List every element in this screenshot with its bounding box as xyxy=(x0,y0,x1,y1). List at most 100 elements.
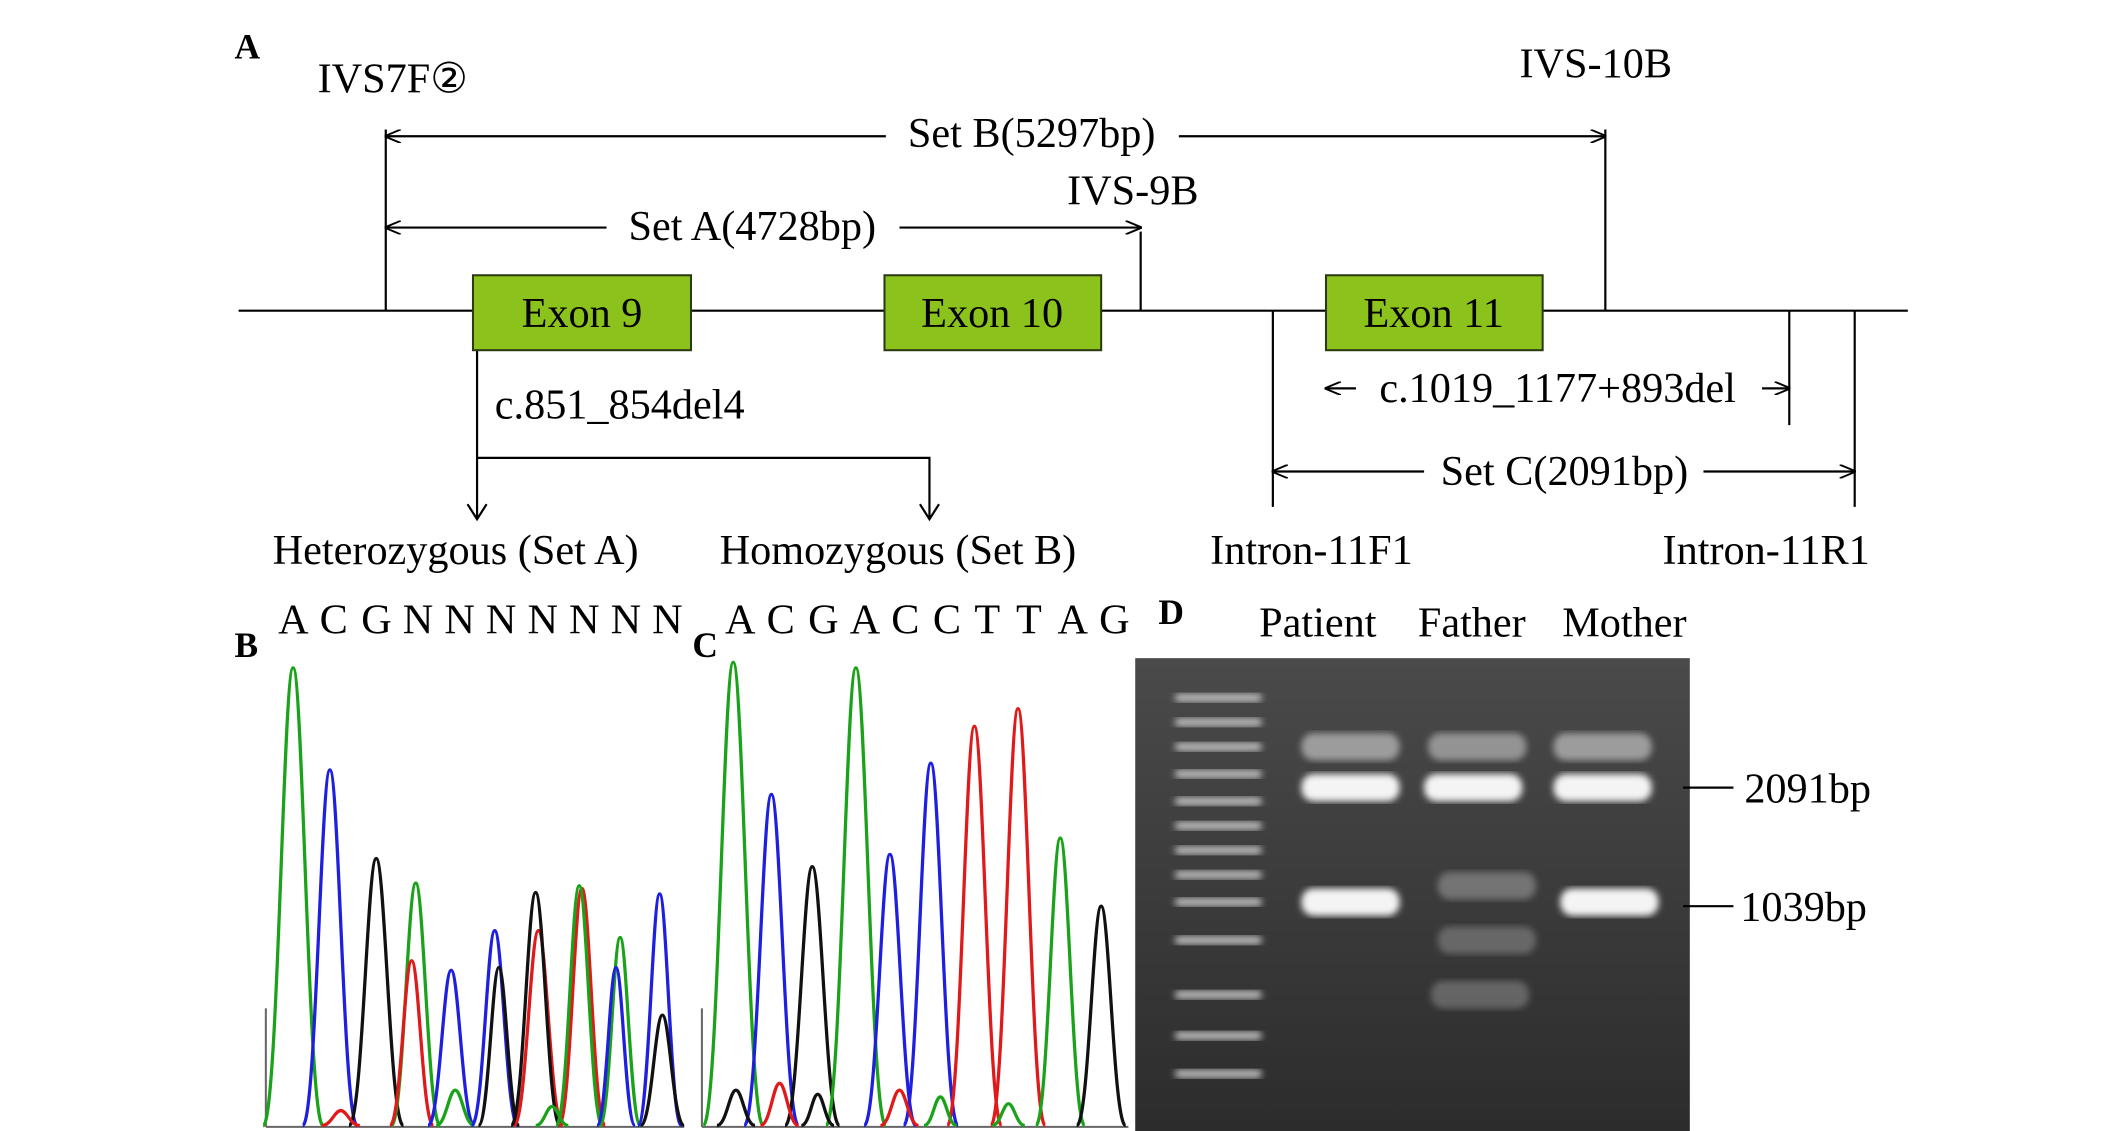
base-letter: A xyxy=(1058,597,1089,644)
gel-band xyxy=(1301,733,1400,761)
base-letter: N xyxy=(569,597,600,644)
trace-peak xyxy=(742,792,801,1128)
trace-peak xyxy=(426,968,476,1128)
gel-band xyxy=(1553,773,1652,802)
base-letter: N xyxy=(403,597,434,644)
trace-peak xyxy=(991,1102,1026,1128)
base-letter: N xyxy=(611,597,642,644)
trace-peak xyxy=(824,666,888,1128)
gel-band xyxy=(1437,926,1536,954)
trace-peak xyxy=(435,1088,475,1128)
band-label: 1039bp xyxy=(1740,884,1867,931)
trace-peak xyxy=(554,884,605,1128)
primer-label: Intron-11R1 xyxy=(1663,527,1870,574)
trace-peak xyxy=(261,666,325,1128)
base-letter: C xyxy=(933,597,961,644)
ladder-band xyxy=(1174,821,1262,830)
trace-peak xyxy=(321,1108,361,1128)
lane-label: Patient xyxy=(1259,599,1377,646)
exon-box xyxy=(471,274,693,352)
trace-peak xyxy=(638,1013,686,1128)
set-label: Set A(4728bp) xyxy=(629,203,877,250)
gel-band xyxy=(1553,733,1652,761)
ladder-band xyxy=(1174,693,1262,702)
chromatograms xyxy=(261,660,1129,1128)
gel-band xyxy=(1301,888,1400,916)
trace-peak xyxy=(388,959,436,1128)
gel-band xyxy=(1437,872,1536,900)
base-letter: A xyxy=(850,597,881,644)
trace-peak xyxy=(945,724,1004,1128)
trace-peak xyxy=(301,768,359,1128)
ladder-band xyxy=(1174,797,1262,806)
ladder-band xyxy=(1174,870,1262,879)
ladder-band xyxy=(1174,718,1262,727)
primer-label: IVS-10B xyxy=(1519,41,1672,88)
trace-peak xyxy=(989,706,1047,1128)
gel-band xyxy=(1424,773,1523,802)
primer-label: IVS-9B xyxy=(1067,167,1198,214)
base-letter: A xyxy=(725,597,756,644)
trace-peak xyxy=(347,856,406,1128)
ladder-band xyxy=(1174,1031,1262,1040)
trace-peak xyxy=(557,886,607,1128)
connector xyxy=(475,350,931,518)
base-letter: G xyxy=(361,597,392,644)
trace-peak xyxy=(535,1104,569,1128)
exon-box xyxy=(883,274,1103,352)
gel-band xyxy=(1428,733,1527,761)
trace-peak xyxy=(476,965,521,1128)
ladder-band xyxy=(1174,769,1262,779)
trace-peak xyxy=(512,929,565,1128)
exon-label: Exon 9 xyxy=(522,290,643,337)
ladder-band xyxy=(1174,846,1262,855)
band-label: 2091bp xyxy=(1744,766,1871,813)
gel-image xyxy=(1135,658,1690,1131)
base-letter: C xyxy=(320,597,348,644)
set-label: Set B(5297bp) xyxy=(908,110,1156,157)
base-letter: G xyxy=(1099,597,1130,644)
panel-label: C xyxy=(692,625,718,665)
trace-peak xyxy=(509,890,562,1128)
gel-band xyxy=(1301,773,1400,802)
panel-label: A xyxy=(235,27,261,67)
lane-label: Father xyxy=(1418,599,1526,646)
exon-label: Exon 10 xyxy=(921,290,1063,337)
primer-label: Intron-11F1 xyxy=(1210,527,1413,574)
trace-peak xyxy=(1075,904,1128,1128)
trace-peak xyxy=(923,1095,958,1128)
ladder-band xyxy=(1174,936,1262,945)
gel-band xyxy=(1560,888,1659,916)
trace-peak xyxy=(879,1088,920,1128)
panel-label: D xyxy=(1158,592,1184,632)
trace-peak xyxy=(595,965,637,1128)
trace-peak xyxy=(598,935,643,1128)
mutation-label: c.851_854del4 xyxy=(495,381,745,428)
gel-band xyxy=(1430,981,1530,1009)
set-label: Set C(2091bp) xyxy=(1441,448,1689,495)
base-letter: C xyxy=(767,597,795,644)
lane-label: Mother xyxy=(1562,599,1686,646)
genotype-label: Heterozygous (Set A) xyxy=(273,527,639,574)
ladder-band xyxy=(1174,897,1262,907)
panel-label: B xyxy=(235,625,259,665)
gene-diagram xyxy=(238,129,1908,522)
base-letter: C xyxy=(891,597,919,644)
trace-peak xyxy=(716,1088,756,1128)
base-letter: T xyxy=(1016,597,1042,644)
trace-peak xyxy=(1034,836,1087,1128)
trace-peak xyxy=(862,852,918,1128)
base-letter: N xyxy=(444,597,475,644)
trace-peak xyxy=(759,1081,800,1128)
base-letter: N xyxy=(527,597,558,644)
exon-label: Exon 11 xyxy=(1363,290,1503,337)
primer-label: IVS7F② xyxy=(318,56,469,103)
base-letter: N xyxy=(652,597,683,644)
ladder-band xyxy=(1174,1069,1262,1078)
base-letter: T xyxy=(974,597,1000,644)
base-letter: N xyxy=(486,597,517,644)
ladder-band xyxy=(1174,742,1262,751)
exon-box xyxy=(1324,274,1544,352)
base-letter: A xyxy=(278,597,309,644)
